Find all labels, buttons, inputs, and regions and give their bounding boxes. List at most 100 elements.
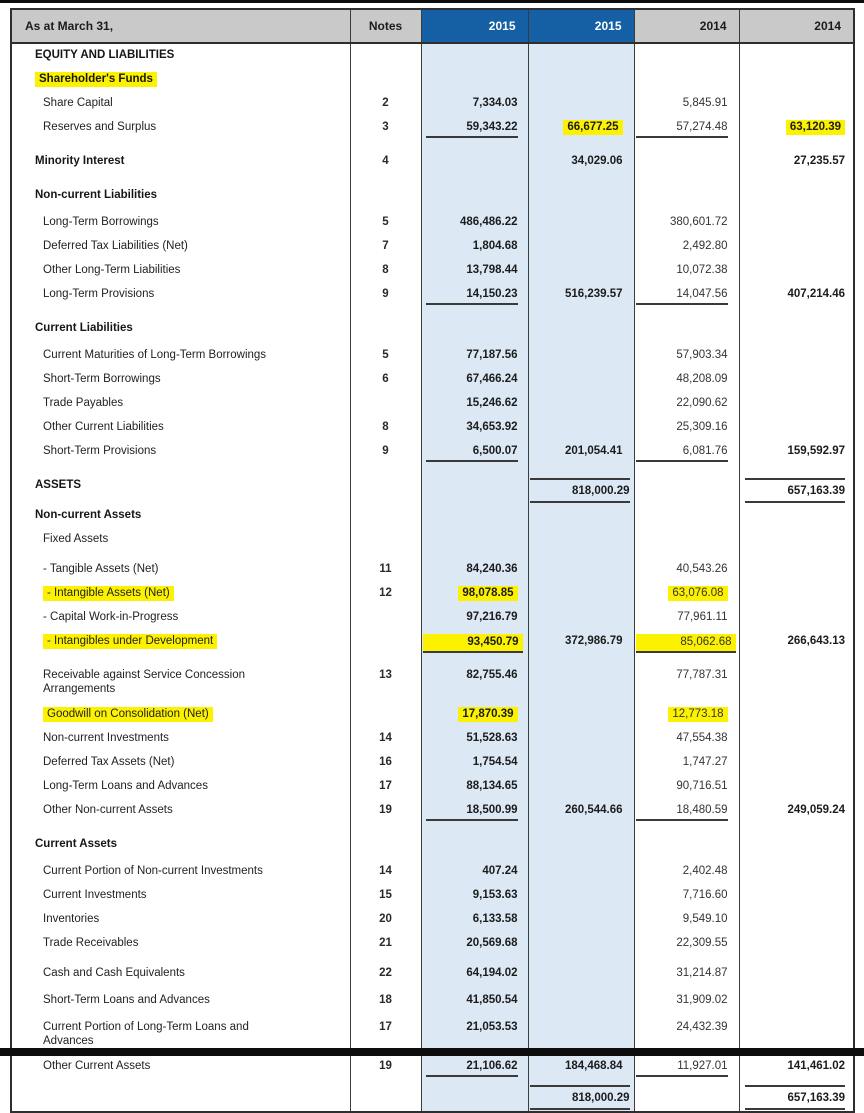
scan-edge-bottom — [0, 1048, 864, 1056]
row-label: Non-current Investments — [10, 727, 351, 751]
cell-2015-total — [527, 857, 635, 884]
row-label: Shareholder's Funds — [10, 68, 351, 92]
row-note: 14 — [349, 857, 422, 884]
row-note: 5 — [349, 341, 422, 368]
cell-2015-total — [527, 932, 635, 956]
row-note: 19 — [349, 799, 422, 823]
row-note: 5 — [349, 208, 422, 235]
table-row: Short-Term Loans and Advances 18 41,850.54… — [10, 986, 855, 1013]
row-note: 17 — [349, 775, 422, 799]
row-note: 9 — [349, 440, 422, 464]
cell-value: 77,787.31 — [676, 669, 728, 681]
row-note: 22 — [349, 956, 422, 986]
cell-2015-detail — [420, 823, 529, 857]
row-label: Non-current Assets — [10, 504, 351, 528]
row-label — [10, 1079, 351, 1112]
cell-2015-total — [527, 416, 635, 440]
row-note — [349, 307, 422, 341]
cell-2014-total — [738, 857, 855, 884]
row-note — [349, 630, 422, 654]
label-highlight: - Intangibles under Development — [43, 634, 218, 649]
cell-2015-total — [527, 504, 635, 528]
cell-value: 10,072.38 — [676, 264, 728, 276]
cell-2015-detail: 88,134.65 — [420, 775, 529, 799]
cell-value: 20,569.68 — [466, 937, 518, 949]
col-header-2015-detail: 2015 — [420, 8, 529, 44]
cell-2015-detail: 486,486.22 — [420, 208, 529, 235]
row-label: Minority Interest — [10, 140, 351, 174]
cell-2015-detail: 7,334.03 — [420, 92, 529, 116]
table-row: Other Non-current Assets 19 18,500.99 260,5… — [10, 799, 855, 823]
header-row: As at March 31, Notes 2015 2015 2014 201… — [10, 8, 855, 44]
cell-2015-total — [527, 307, 635, 341]
label-highlight: - Intangible Assets (Net) — [43, 586, 174, 601]
cell-value: 22,309.55 — [676, 937, 728, 949]
cell-value: 51,528.63 — [466, 732, 518, 744]
row-note — [349, 464, 422, 504]
cell-2014-total: 266,643.13 — [738, 630, 855, 654]
cell-2014-total — [738, 259, 855, 283]
row-label: Other Current Liabilities — [10, 416, 351, 440]
row-label: Short-Term Borrowings — [10, 368, 351, 392]
row-label: Trade Receivables — [10, 932, 351, 956]
cell-2014-total: 63,120.39 — [738, 116, 855, 140]
cell-value: 27,235.57 — [793, 155, 845, 167]
cell-2014-detail: 57,903.34 — [633, 341, 740, 368]
table-row: Shareholder's Funds — [10, 68, 855, 92]
cell-value: 9,549.10 — [682, 913, 728, 925]
cell-2015-detail: 17,870.39 — [420, 703, 529, 727]
cell-value: 7,716.60 — [682, 889, 728, 901]
cell-2014-total — [738, 43, 855, 68]
cell-2015-total: 184,468.84 — [527, 1055, 635, 1079]
cell-value: 59,343.22 — [425, 120, 518, 138]
cell-2015-detail: 97,216.79 — [420, 606, 529, 630]
cell-2015-detail: 64,194.02 — [420, 956, 529, 986]
cell-2014-total: 657,163.39 — [738, 1079, 855, 1112]
row-label: Long-Term Provisions — [10, 283, 351, 307]
cell-2015-total — [527, 654, 635, 703]
cell-value: 98,078.85 — [458, 586, 518, 601]
cell-2014-detail: 57,274.48 — [633, 116, 740, 140]
cell-2015-total: 201,054.41 — [527, 440, 635, 464]
cell-value: 97,216.79 — [466, 611, 518, 623]
cell-2014-detail — [633, 464, 740, 504]
cell-2015-total: 66,677.25 — [527, 116, 635, 140]
cell-2014-total — [738, 68, 855, 92]
cell-2014-detail: 22,309.55 — [633, 932, 740, 956]
cell-2015-total — [527, 368, 635, 392]
cell-2014-total — [738, 582, 855, 606]
cell-2014-total — [738, 92, 855, 116]
row-label: Cash and Cash Equivalents — [10, 956, 351, 986]
row-note: 3 — [349, 116, 422, 140]
cell-value: 57,274.48 — [635, 120, 728, 138]
cell-value: 266,643.13 — [787, 635, 845, 647]
label-highlight: Shareholder's Funds — [35, 72, 157, 87]
cell-2015-total — [527, 751, 635, 775]
row-note: 13 — [349, 654, 422, 703]
cell-2015-detail: 6,133.58 — [420, 908, 529, 932]
table-row: Long-Term Borrowings 5 486,486.22 380,601.7… — [10, 208, 855, 235]
row-note: 4 — [349, 140, 422, 174]
table-row: Other Current Liabilities 8 34,653.92 25,30… — [10, 416, 855, 440]
cell-2015-detail: 9,153.63 — [420, 884, 529, 908]
table-row: Current Liabilities — [10, 307, 855, 341]
cell-value: 18,480.59 — [635, 803, 728, 821]
cell-value: 17,870.39 — [458, 707, 518, 722]
scan-edge-top — [0, 0, 864, 3]
cell-2015-detail — [420, 307, 529, 341]
row-label: Long-Term Borrowings — [10, 208, 351, 235]
cell-2014-total — [738, 528, 855, 552]
cell-value: 77,187.56 — [466, 349, 518, 361]
cell-2015-total — [527, 392, 635, 416]
cell-2015-total — [527, 956, 635, 986]
cell-2015-detail — [420, 504, 529, 528]
cell-2014-detail: 85,062.68 — [633, 630, 740, 654]
cell-2015-detail: 34,653.92 — [420, 416, 529, 440]
cell-value: 1,804.68 — [472, 240, 518, 252]
cell-value: 31,909.02 — [676, 994, 728, 1006]
cell-2014-detail — [633, 504, 740, 528]
cell-2014-total — [738, 986, 855, 1013]
table-row: Non-current Assets — [10, 504, 855, 528]
cell-2014-detail: 10,072.38 — [633, 259, 740, 283]
cell-value: 159,592.97 — [787, 445, 845, 457]
